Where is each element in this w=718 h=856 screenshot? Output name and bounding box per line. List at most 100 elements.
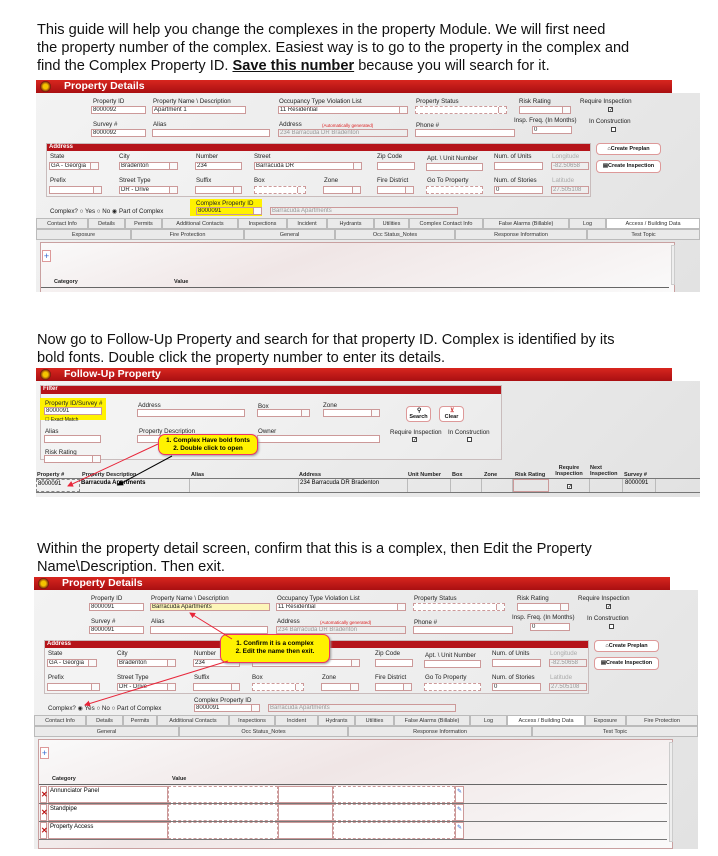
tab-test-topic[interactable]: Test Topic <box>532 726 698 736</box>
tab-inspections[interactable]: Inspections <box>229 715 275 725</box>
tab-false-alarms-billable-[interactable]: False Alarms (Billable) <box>394 715 470 725</box>
require-inspection-checkbox[interactable]: ✓ <box>606 604 612 610</box>
tab-response-information[interactable]: Response Information <box>348 726 532 736</box>
value-field[interactable] <box>168 786 278 803</box>
delete-icon[interactable]: ✕ <box>40 804 48 821</box>
tab-contact-info[interactable]: Contact Info <box>36 218 88 228</box>
in-construction-checkbox[interactable] <box>467 437 472 442</box>
edit-pencil-icon[interactable]: ✎ <box>455 804 464 821</box>
property-status-select[interactable] <box>413 603 505 611</box>
street-type-select[interactable]: DR - Drive <box>117 683 176 691</box>
category-cell[interactable]: Standpipe <box>48 804 168 821</box>
num-stories-field[interactable]: 0 <box>494 186 543 194</box>
tab-false-alarms-billable-[interactable]: False Alarms (Billable) <box>483 218 569 228</box>
state-select[interactable]: GA - Georgia <box>47 659 97 667</box>
tab-hydrants[interactable]: Hydrants <box>327 218 374 228</box>
num-units-field[interactable] <box>494 162 543 170</box>
num-units-field[interactable] <box>492 659 541 667</box>
tab-utilities[interactable]: Utilities <box>355 715 394 725</box>
value-field[interactable] <box>168 822 278 839</box>
survey-field[interactable]: 8000091 <box>89 626 144 634</box>
prefix-select[interactable] <box>49 186 102 194</box>
risk-rating-select[interactable] <box>517 603 569 611</box>
tab-contact-info[interactable]: Contact Info <box>34 715 86 725</box>
tab-utilities[interactable]: Utilities <box>374 218 409 228</box>
zone-select[interactable] <box>323 186 361 194</box>
edit-pencil-icon[interactable]: ✎ <box>455 822 464 839</box>
tab-response-information[interactable]: Response Information <box>455 229 587 239</box>
tab-access-building-data[interactable]: Access / Building Data <box>507 715 585 725</box>
require-inspection-checkbox[interactable]: ✓ <box>608 107 614 113</box>
tab-complex-contact-info[interactable]: Complex Contact Info <box>409 218 483 228</box>
tab-hydrants[interactable]: Hydrants <box>318 715 355 725</box>
tab-exposure[interactable]: Exposure <box>36 229 131 239</box>
zip-field[interactable] <box>375 659 413 667</box>
occupancy-select[interactable]: 11 Residential <box>276 603 406 611</box>
radio-part-of-complex[interactable]: ○ Part of Complex <box>111 705 162 712</box>
property-id-field[interactable]: 8000091 <box>89 603 144 611</box>
value-field[interactable] <box>278 786 333 803</box>
zone-select[interactable] <box>321 683 359 691</box>
value-field[interactable] <box>333 804 455 821</box>
scrollbar[interactable] <box>669 742 673 842</box>
city-select[interactable]: Bradenton <box>119 162 178 170</box>
tab-permits[interactable]: Permits <box>123 715 157 725</box>
go-to-property-field[interactable] <box>424 683 481 691</box>
create-inspection-button[interactable]: ▤Create Inspection <box>594 657 659 670</box>
tab-fire-protection[interactable]: Fire Protection <box>626 715 698 725</box>
tab-log[interactable]: Log <box>470 715 507 725</box>
go-to-property-field[interactable] <box>426 186 483 194</box>
exact-match-checkbox[interactable]: ☐ Exact Match <box>45 417 79 423</box>
tab-general[interactable]: General <box>34 726 179 736</box>
tab-log[interactable]: Log <box>569 218 606 228</box>
in-construction-checkbox[interactable] <box>609 624 614 629</box>
survey-field[interactable]: 8000092 <box>91 129 146 137</box>
address-search-field[interactable] <box>137 409 245 417</box>
insp-freq-field[interactable]: 0 <box>530 623 570 631</box>
category-cell[interactable]: Annunciator Panel <box>48 786 168 803</box>
occupancy-select[interactable]: 11 Residential <box>278 106 408 114</box>
value-field[interactable] <box>278 822 333 839</box>
create-preplan-button[interactable]: ⌂Create Preplan <box>594 640 659 652</box>
clear-button[interactable]: ⊻ Clear <box>439 406 464 422</box>
alias-field[interactable] <box>150 626 268 634</box>
radio-part-of-complex[interactable]: ◉ Part of Complex <box>111 208 164 215</box>
radio-yes[interactable]: ◉ Yes <box>77 705 95 712</box>
search-button[interactable]: ⚲ Search <box>406 406 431 422</box>
box-select[interactable] <box>254 186 306 194</box>
number-field[interactable]: 234 <box>195 162 242 170</box>
tab-details[interactable]: Details <box>88 218 125 228</box>
value-field[interactable] <box>333 822 455 839</box>
tab-exposure[interactable]: Exposure <box>585 715 626 725</box>
insp-freq-field[interactable]: 0 <box>532 126 572 134</box>
tab-fire-protection[interactable]: Fire Protection <box>131 229 244 239</box>
tab-general[interactable]: General <box>244 229 335 239</box>
delete-icon[interactable]: ✕ <box>40 786 48 803</box>
alias-search-field[interactable] <box>44 435 101 443</box>
require-inspection-checkbox[interactable]: ✓ <box>412 437 418 443</box>
create-preplan-button[interactable]: ⌂Create Preplan <box>596 143 661 155</box>
value-field[interactable] <box>333 786 455 803</box>
box-select[interactable] <box>257 409 310 417</box>
tab-test-topic[interactable]: Test Topic <box>587 229 700 239</box>
fire-district-select[interactable] <box>377 186 414 194</box>
scrollbar[interactable] <box>671 245 675 285</box>
value-field[interactable] <box>168 804 278 821</box>
tab-access-building-data[interactable]: Access / Building Data <box>606 218 700 228</box>
phone-field[interactable] <box>413 626 513 634</box>
zone-select[interactable] <box>323 409 380 417</box>
tab-additional-contacts[interactable]: Additional Contacts <box>162 218 238 228</box>
table-row[interactable]: 8000091 Barracuda Apartments 234 Barracu… <box>36 479 700 493</box>
value-field[interactable] <box>278 804 333 821</box>
tab-inspections[interactable]: Inspections <box>238 218 287 228</box>
city-select[interactable]: Bradenton <box>117 659 176 667</box>
category-cell[interactable]: Property Access <box>48 822 168 839</box>
add-row-button[interactable]: + <box>42 250 51 262</box>
property-status-select[interactable] <box>415 106 507 114</box>
tab-occ-status-notes[interactable]: Occ Status_Notes <box>179 726 348 736</box>
apt-field[interactable] <box>424 660 481 668</box>
tab-details[interactable]: Details <box>86 715 123 725</box>
in-construction-checkbox[interactable] <box>611 127 616 132</box>
apt-field[interactable] <box>426 163 483 171</box>
add-row-button[interactable]: + <box>40 747 49 759</box>
